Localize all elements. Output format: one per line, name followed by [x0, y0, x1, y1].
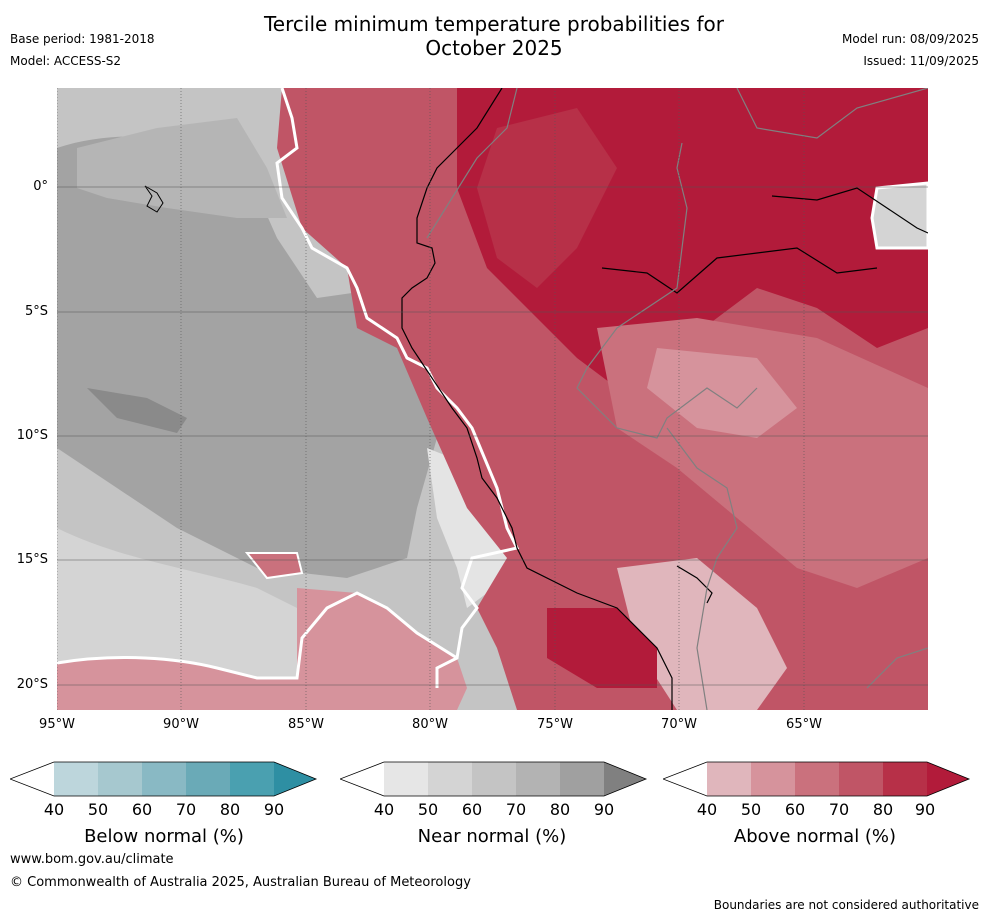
map-title: Tercile minimum temperature probabilitie…	[0, 12, 988, 60]
model-run: Model run: 08/09/2025	[841, 32, 979, 46]
above-normal-80-region	[477, 108, 617, 288]
boundary-disclaimer: Boundaries are not considered authoritat…	[713, 898, 979, 912]
tick-above-90: 90	[914, 800, 936, 819]
above-normal-50-patch	[647, 348, 797, 438]
lon-label-85w: 85°W	[288, 717, 324, 732]
colorbar-above-seg-6	[927, 762, 969, 796]
colorbar-below-seg-6	[274, 762, 316, 796]
colorbar-below-label: Below normal (%)	[84, 826, 244, 847]
lat-label-15s: 15°S	[16, 552, 48, 567]
border-peru-brazil	[576, 142, 758, 439]
issued-date: Issued: 11/09/2025	[863, 54, 979, 68]
colorbar-above-seg-3	[795, 762, 839, 796]
website-link[interactable]: www.bom.gov.au/climate	[10, 852, 174, 867]
above-normal-sw-strip	[57, 657, 297, 710]
colorbar-near-normal	[340, 761, 648, 797]
tick-above-70: 70	[828, 800, 850, 819]
colorbar-below-seg-5	[230, 762, 274, 796]
river-amazon	[601, 247, 878, 294]
tick-below-90: 90	[263, 800, 285, 819]
tick-below-80: 80	[219, 800, 241, 819]
near-normal-70-region	[77, 118, 287, 218]
colorbar-above-seg-1	[707, 762, 751, 796]
tercile-boundary-ne	[870, 181, 928, 250]
colorbar-above-label: Above normal (%)	[733, 826, 897, 847]
colorbar-above-seg-2	[751, 762, 795, 796]
meta-left: Base period: 1981-2018 Model: ACCESS-S2	[10, 28, 155, 72]
colorbar-above-seg-4	[839, 762, 883, 796]
tick-near-90: 90	[593, 800, 615, 819]
colorbar-below-seg-2	[98, 762, 142, 796]
lon-label-70w: 70°W	[661, 717, 697, 732]
colorbar-above-seg-0	[663, 762, 707, 796]
colorbar-near-seg-4	[516, 762, 560, 796]
tick-near-70: 70	[505, 800, 527, 819]
tick-below-50: 50	[87, 800, 109, 819]
tercile-boundary-patch	[244, 552, 304, 580]
tick-above-80: 80	[872, 800, 894, 819]
tick-above-40: 40	[696, 800, 718, 819]
near-normal-high-region	[57, 136, 437, 578]
lon-label-65w: 65°W	[786, 717, 822, 732]
near-normal-50-region	[427, 448, 517, 608]
colorbar-near-seg-5	[560, 762, 604, 796]
lake-titicaca	[676, 565, 713, 604]
lat-label-5s: 5°S	[24, 304, 48, 319]
lon-label-75w: 75°W	[537, 717, 573, 732]
lon-label-80w: 80°W	[412, 717, 448, 732]
near-normal-90-patch	[87, 388, 187, 433]
title-line-1: Tercile minimum temperature probabilitie…	[263, 12, 725, 36]
tick-near-40: 40	[373, 800, 395, 819]
river-amazon-east	[771, 187, 928, 234]
lat-label-10s: 10°S	[16, 428, 48, 443]
tick-near-50: 50	[417, 800, 439, 819]
copyright-notice: © Commonwealth of Australia 2025, Austra…	[10, 875, 471, 890]
title-line-2: October 2025	[425, 36, 563, 60]
border-peru-bolivia	[666, 427, 738, 710]
colorbar-above-normal	[663, 761, 971, 797]
colorbar-below-seg-4	[186, 762, 230, 796]
border-colombia-ecuador	[426, 88, 518, 239]
colorbar-below-seg-3	[142, 762, 186, 796]
above-normal-small-patch	[247, 553, 302, 578]
colorbar-near-seg-2	[428, 762, 472, 796]
colorbar-below-seg-1	[54, 762, 98, 796]
colorbar-near-seg-1	[384, 762, 428, 796]
tick-below-40: 40	[43, 800, 65, 819]
tick-below-70: 70	[175, 800, 197, 819]
colorbar-near-label: Near normal (%)	[417, 826, 567, 847]
tick-near-80: 80	[549, 800, 571, 819]
galapagos-islands	[144, 185, 164, 213]
colorbar-near-seg-6	[604, 762, 646, 796]
tick-below-60: 60	[131, 800, 153, 819]
lon-label-90w: 90°W	[163, 717, 199, 732]
above-normal-90-south	[547, 608, 657, 688]
colorbar-below-seg-0	[10, 762, 54, 796]
coastline	[401, 88, 673, 710]
lat-label-0: 0°	[33, 179, 48, 194]
colorbar-above-seg-5	[883, 762, 927, 796]
probability-map	[57, 88, 928, 710]
meta-right: Model run: 08/09/2025 Issued: 11/09/2025	[842, 28, 979, 72]
colorbar-near-seg-3	[472, 762, 516, 796]
border-paraguay	[866, 647, 928, 689]
lat-label-20s: 20°S	[16, 677, 48, 692]
tick-above-60: 60	[784, 800, 806, 819]
model-name: Model: ACCESS-S2	[10, 54, 122, 68]
above-normal-south-patch	[297, 588, 467, 710]
border-venezuela	[736, 88, 928, 139]
near-normal-ne-patch	[872, 183, 928, 248]
colorbar-below-normal	[10, 761, 318, 797]
tercile-boundary-south	[57, 591, 458, 680]
base-period: Base period: 1981-2018	[10, 32, 155, 46]
above-normal-40-region	[617, 558, 787, 710]
tick-near-60: 60	[461, 800, 483, 819]
colorbar-near-seg-0	[340, 762, 384, 796]
lon-label-95w: 95°W	[39, 717, 75, 732]
tick-above-50: 50	[740, 800, 762, 819]
gridlines	[57, 88, 928, 710]
